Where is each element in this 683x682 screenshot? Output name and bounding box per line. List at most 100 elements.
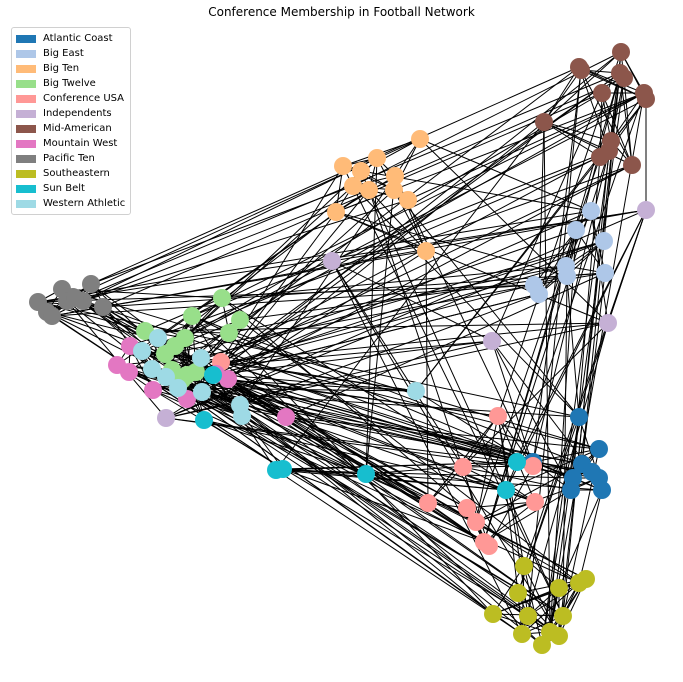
node bbox=[519, 607, 537, 625]
legend-label: Sun Belt bbox=[43, 183, 85, 194]
edge bbox=[491, 92, 603, 342]
legend-item: Sun Belt bbox=[16, 181, 126, 196]
edge bbox=[523, 565, 543, 646]
edge bbox=[543, 51, 622, 123]
edge bbox=[200, 357, 564, 617]
edge bbox=[543, 66, 580, 123]
edge bbox=[151, 368, 564, 617]
node bbox=[582, 202, 600, 220]
node bbox=[509, 584, 527, 602]
legend-label: Mid-American bbox=[43, 123, 112, 134]
legend: Atlantic Coast Big East Big Ten Big Twelve C… bbox=[11, 27, 131, 215]
edge bbox=[543, 121, 633, 166]
edge bbox=[186, 374, 367, 475]
edge bbox=[37, 210, 592, 303]
edge bbox=[523, 209, 647, 567]
edge bbox=[220, 164, 633, 363]
node bbox=[187, 363, 205, 381]
edge bbox=[195, 275, 568, 373]
node bbox=[399, 191, 417, 209]
node bbox=[558, 267, 576, 285]
edge bbox=[483, 489, 572, 543]
legend-item: Southeastern bbox=[16, 166, 126, 181]
edge bbox=[578, 66, 647, 100]
node bbox=[144, 381, 162, 399]
edge bbox=[285, 416, 536, 503]
node bbox=[368, 149, 386, 167]
edge bbox=[475, 501, 536, 523]
edge bbox=[102, 272, 606, 308]
edge bbox=[141, 350, 243, 417]
edge bbox=[184, 92, 603, 339]
node bbox=[497, 481, 515, 499]
legend-label: Atlantic Coast bbox=[43, 33, 113, 44]
edge bbox=[491, 340, 572, 491]
edge bbox=[462, 415, 499, 468]
node bbox=[344, 177, 362, 195]
node bbox=[591, 148, 609, 166]
edge bbox=[177, 387, 417, 392]
edge bbox=[505, 489, 519, 594]
node bbox=[596, 264, 614, 282]
edge bbox=[543, 121, 601, 158]
legend-label: Southeastern bbox=[43, 168, 110, 179]
edge bbox=[541, 140, 612, 646]
legend-label: Big East bbox=[43, 48, 84, 59]
edge bbox=[201, 391, 518, 463]
edge bbox=[220, 72, 621, 363]
edge bbox=[517, 209, 647, 594]
node bbox=[467, 513, 485, 531]
edge bbox=[227, 378, 534, 463]
node bbox=[352, 162, 370, 180]
edge bbox=[186, 150, 610, 376]
node bbox=[483, 332, 501, 350]
node bbox=[419, 494, 437, 512]
node bbox=[327, 203, 345, 221]
edge bbox=[177, 387, 429, 504]
edge bbox=[181, 379, 243, 417]
legend-swatch bbox=[16, 139, 36, 148]
edge bbox=[203, 419, 367, 475]
node bbox=[220, 324, 238, 342]
chart-title: Conference Membership in Football Networ… bbox=[208, 5, 475, 19]
edge bbox=[462, 466, 572, 491]
node bbox=[480, 537, 498, 555]
edge bbox=[360, 138, 421, 172]
legend-label: Big Twelve bbox=[43, 78, 96, 89]
edge bbox=[129, 164, 633, 347]
node bbox=[183, 307, 201, 325]
edge bbox=[516, 92, 645, 463]
edge bbox=[394, 175, 534, 467]
edge bbox=[335, 211, 609, 324]
edge bbox=[152, 389, 580, 584]
edge bbox=[543, 69, 582, 123]
edge bbox=[212, 340, 493, 376]
node-layer bbox=[29, 43, 655, 654]
node bbox=[593, 84, 611, 102]
node bbox=[508, 453, 526, 471]
edge bbox=[497, 51, 622, 417]
node bbox=[231, 311, 249, 329]
edge bbox=[203, 419, 507, 491]
node bbox=[550, 579, 568, 597]
node bbox=[43, 307, 61, 325]
node bbox=[157, 409, 175, 427]
edge bbox=[549, 229, 577, 633]
legend-swatch bbox=[16, 199, 36, 208]
node bbox=[66, 289, 84, 307]
edge bbox=[141, 156, 601, 352]
legend-item: Independents bbox=[16, 106, 126, 121]
legend-item: Mountain West bbox=[16, 136, 126, 151]
node bbox=[583, 463, 601, 481]
node bbox=[611, 64, 629, 82]
edge bbox=[151, 368, 534, 467]
edge bbox=[37, 301, 146, 332]
edge bbox=[419, 138, 592, 212]
node bbox=[204, 366, 222, 384]
legend-item: Atlantic Coast bbox=[16, 31, 126, 46]
node bbox=[156, 345, 174, 363]
edge bbox=[527, 582, 580, 617]
node bbox=[530, 285, 548, 303]
edge bbox=[549, 77, 625, 633]
